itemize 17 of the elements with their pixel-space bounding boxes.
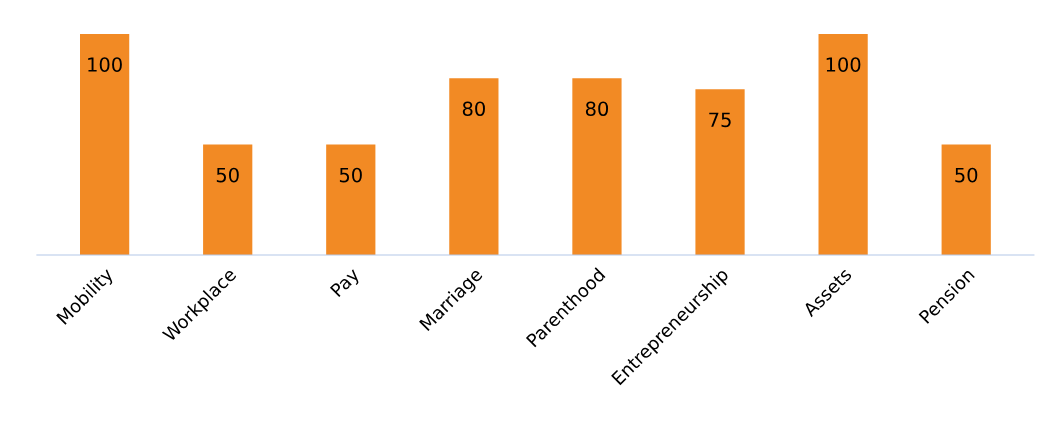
data-label: 80 [585,101,609,117]
data-label: 50 [339,167,362,183]
data-label: 50 [216,167,239,183]
bar [449,78,499,255]
x-tick-label: Pay [329,266,363,300]
data-label: 100 [826,57,861,72]
bar [818,34,868,255]
data-label: 80 [462,101,485,117]
bar [695,89,745,255]
data-label: 50 [955,167,978,183]
bar [80,34,130,255]
bar [203,144,253,255]
data-label: 100 [88,57,122,72]
bar [941,144,991,255]
data-label: 75 [709,112,731,128]
bar [572,78,622,255]
bar [326,144,376,255]
